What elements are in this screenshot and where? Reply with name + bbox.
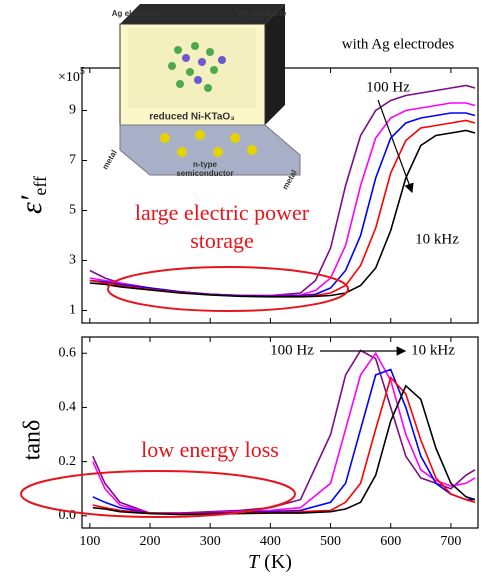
x-tick-label: 200 bbox=[140, 534, 161, 549]
annotation: 10 kHz bbox=[415, 231, 459, 247]
figure: 135790.00.20.40.6100200300400500600700 A… bbox=[0, 0, 487, 577]
inset-label: reduced Ni-KTaO₃ bbox=[149, 112, 235, 123]
inset-label: semiconductor bbox=[176, 169, 233, 178]
y-axis-label: ε′eff bbox=[15, 176, 50, 214]
caption: with Ag electrodes bbox=[342, 36, 455, 52]
data-line bbox=[93, 353, 475, 513]
annotation: low energy loss bbox=[141, 437, 279, 462]
annotation: 100 Hz bbox=[270, 342, 314, 358]
annotation: 100 Hz bbox=[366, 79, 410, 95]
annotation: 10 kHz bbox=[411, 342, 455, 358]
x-axis-label: T (K) bbox=[248, 551, 292, 573]
y-tick-label: 0.2 bbox=[59, 454, 77, 469]
inset-label: Ag electrode bbox=[238, 9, 287, 18]
x-tick-label: 700 bbox=[440, 534, 461, 549]
annotation: large electric power bbox=[135, 200, 310, 225]
y-tick-label: 0.4 bbox=[59, 400, 77, 415]
annotation: storage bbox=[190, 228, 254, 253]
inset-label: n-type bbox=[193, 160, 218, 169]
x-tick-label: 400 bbox=[260, 534, 281, 549]
x-tick-label: 100 bbox=[79, 534, 100, 549]
inset-diagram: Ag electrode Ag electrode reduced Ni-KTa… bbox=[101, 4, 300, 191]
y-tick-label: 7 bbox=[69, 153, 76, 168]
y-tick-label: 3 bbox=[69, 253, 76, 268]
y-tick-label: 0.6 bbox=[59, 345, 77, 360]
x-tick-label: 500 bbox=[320, 534, 341, 549]
inset-label: metal bbox=[101, 149, 119, 172]
y-multiplier: ×105 bbox=[58, 66, 85, 85]
inset-label: Ag electrode bbox=[112, 9, 161, 18]
y-tick-label: 1 bbox=[69, 303, 76, 318]
x-tick-label: 300 bbox=[200, 534, 221, 549]
y-tick-label: 9 bbox=[69, 103, 76, 118]
x-tick-label: 600 bbox=[380, 534, 401, 549]
y-tick-label: 5 bbox=[69, 203, 76, 218]
y-axis-label: tanδ bbox=[20, 420, 46, 461]
